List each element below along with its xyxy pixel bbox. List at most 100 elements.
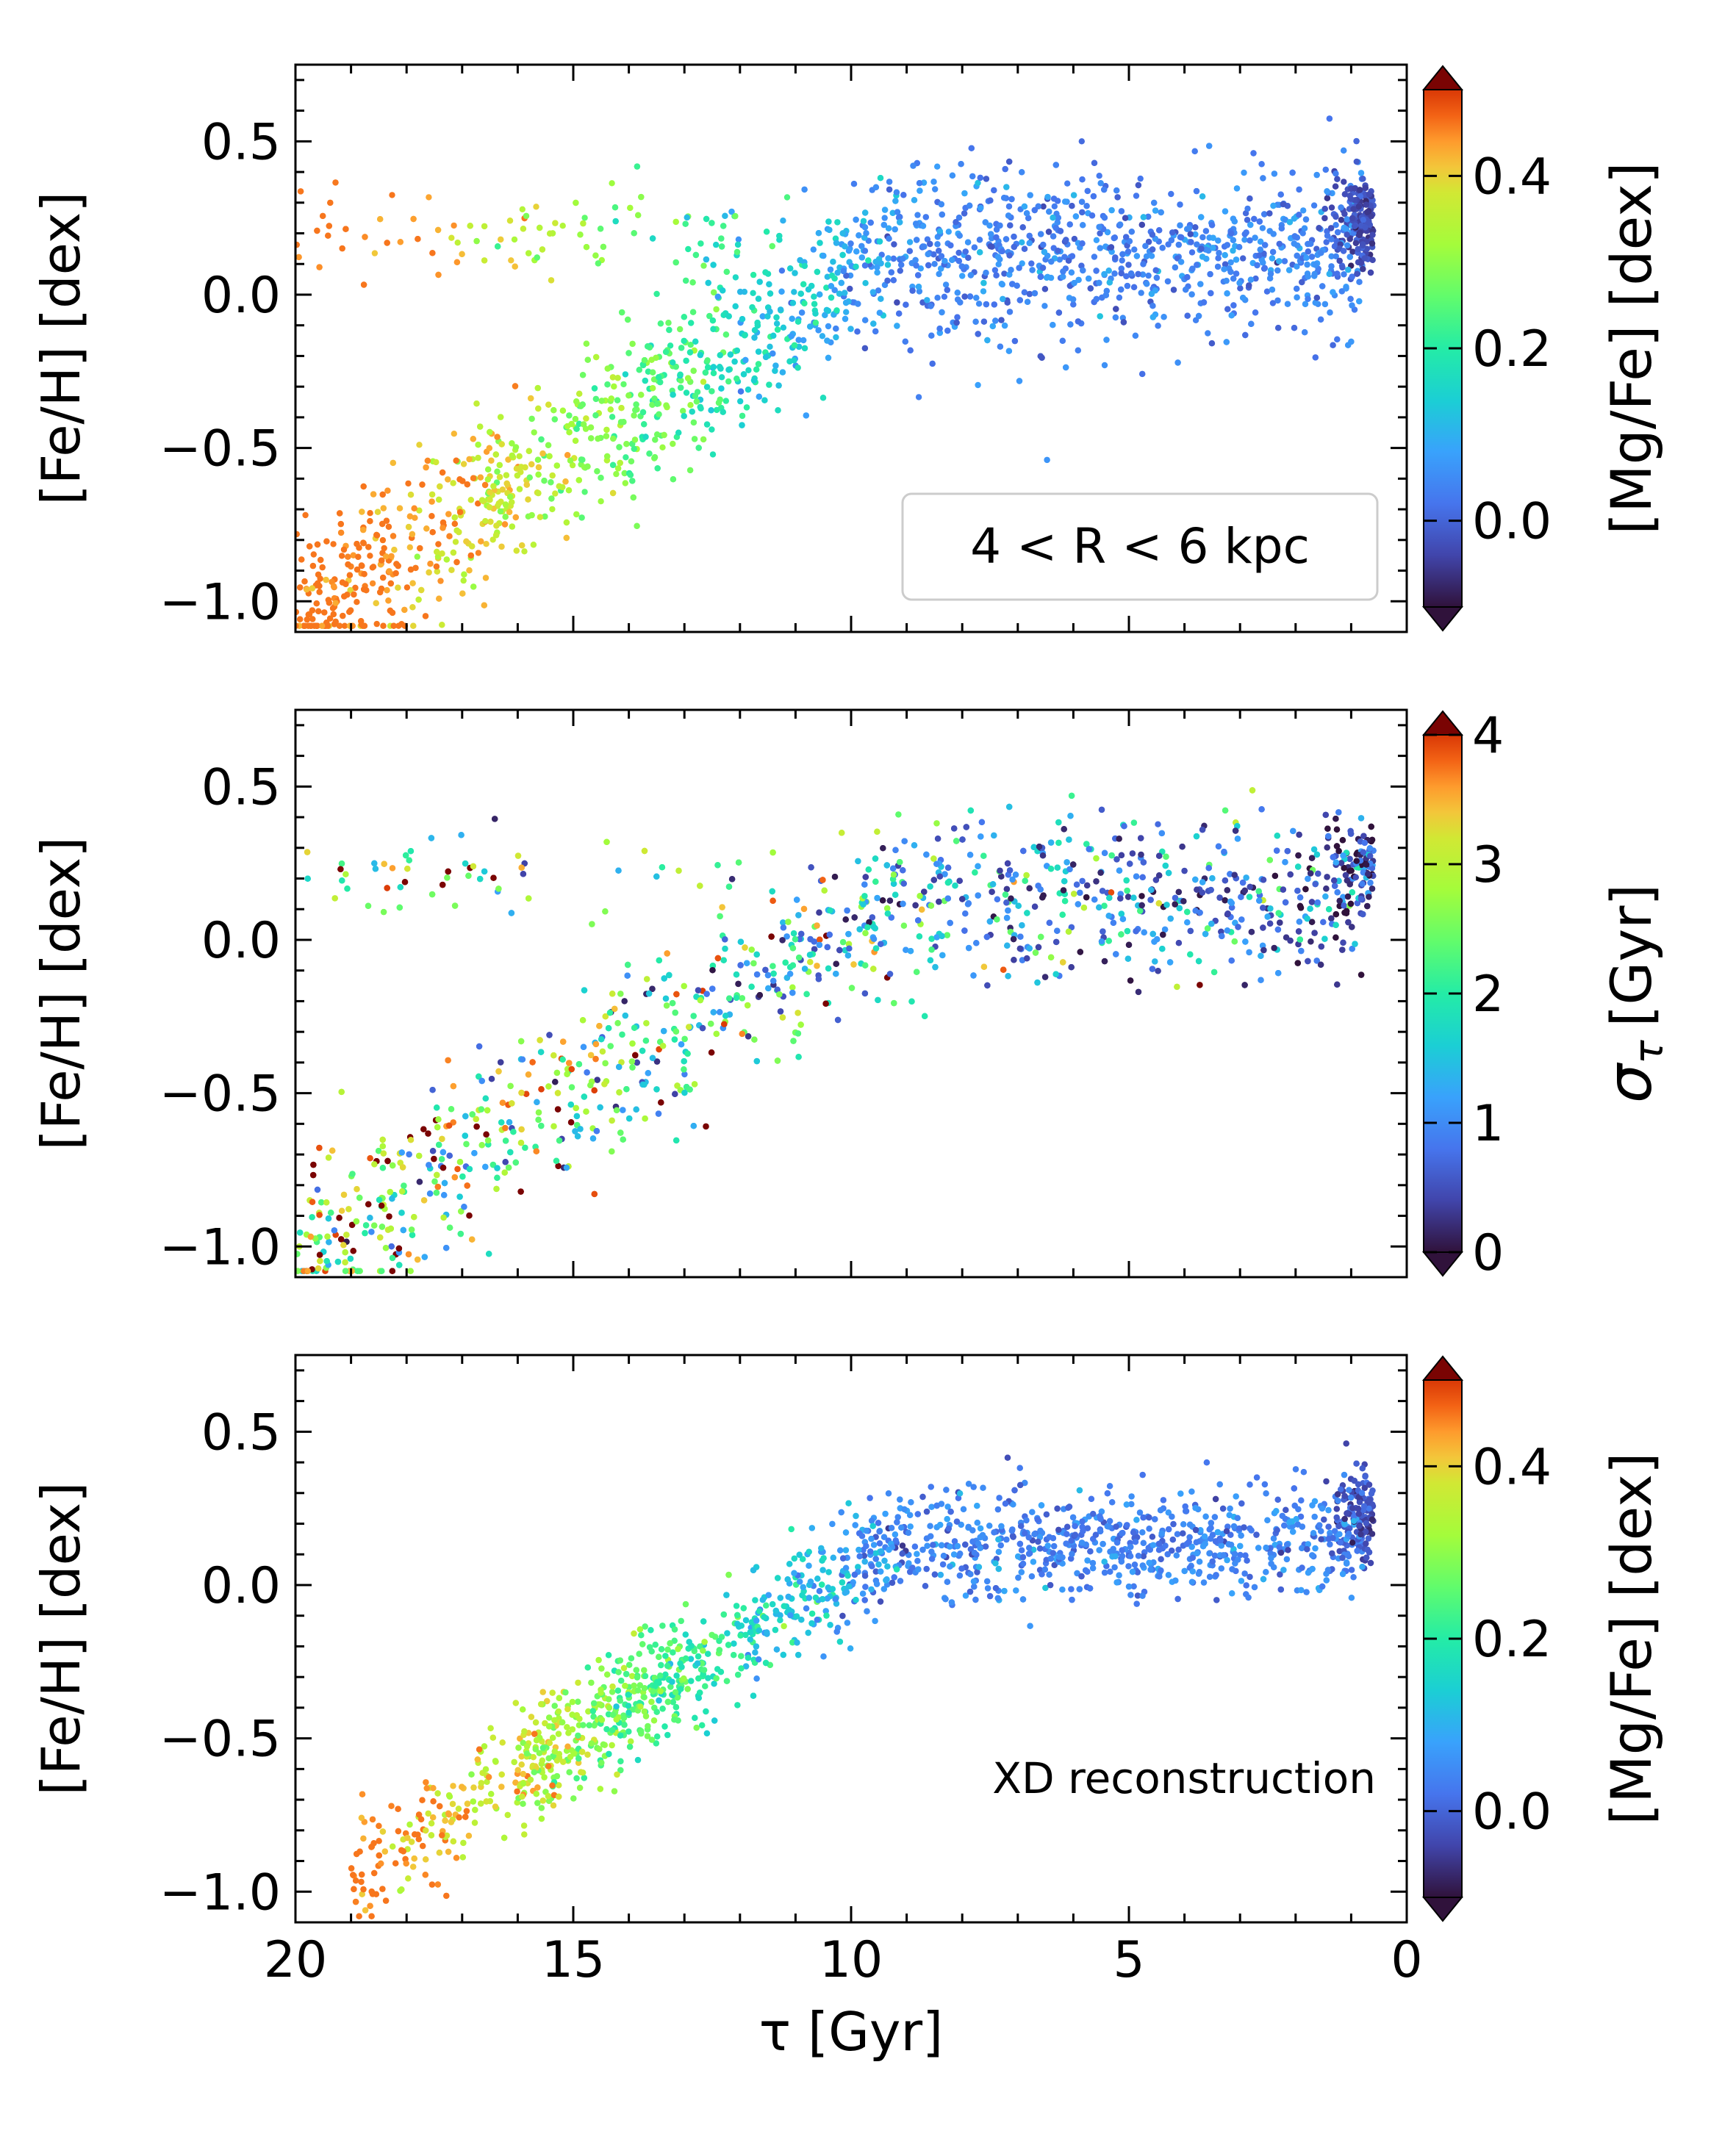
panel-1-point (1119, 251, 1126, 258)
panel-1-point (1112, 254, 1119, 261)
panel-1-point (1086, 275, 1092, 282)
panel-1-point (1313, 295, 1321, 301)
panel-1-point (766, 381, 772, 388)
panel-1-point (709, 220, 715, 226)
panel-1-point (1347, 195, 1355, 202)
panel-1-point (1270, 202, 1277, 209)
panel-1-point (742, 356, 749, 364)
panel-1-point (991, 267, 999, 273)
panel-1-point (297, 584, 304, 591)
panel-1-point (897, 267, 904, 274)
panel-1-point (865, 257, 872, 264)
panel-1-point (1222, 252, 1228, 259)
panel-1-point (843, 309, 850, 315)
panel-1-point (1123, 273, 1130, 280)
panel-1-point (1188, 291, 1195, 298)
panel-1-point (853, 216, 859, 223)
panel-1-point (734, 241, 742, 248)
panel-1-point (1349, 215, 1356, 222)
panel-1-colorbar-extend-top (1421, 65, 1464, 90)
panel-1-point (936, 248, 942, 254)
panel-1-point (1294, 252, 1300, 259)
panel-1-point (737, 388, 745, 395)
panel-1-point (973, 295, 980, 301)
panel-1-point (1024, 298, 1031, 305)
panel-1-point (1145, 213, 1152, 220)
panel-1-colorbar: 0.00.20.4 [Mg/Fe] [dex] (1421, 65, 1664, 632)
panel-1-point (912, 256, 919, 264)
panel-1-point (709, 426, 715, 433)
panel-1-point (337, 529, 345, 536)
panel-1-point (1177, 259, 1185, 265)
panel-1-point (903, 301, 909, 308)
panel-1-point (683, 389, 690, 396)
panel-1-point (478, 538, 484, 545)
panel-1-point (461, 571, 467, 578)
panel-1-point (1261, 265, 1269, 271)
panel-1-point (942, 281, 950, 288)
panel-1-point (1149, 303, 1156, 309)
panel-1-point (1151, 199, 1158, 206)
panel-1-point (811, 293, 817, 300)
panel-1-point (373, 620, 380, 628)
panel-1-point (512, 263, 518, 270)
panel-1-point (1102, 292, 1110, 298)
panel-1-point (1088, 212, 1096, 219)
panel-1-point (327, 199, 334, 206)
panel-1-point (762, 353, 770, 361)
panel-1-point (1191, 148, 1198, 154)
panel-1-point (872, 259, 879, 265)
panel-1-point (1003, 184, 1010, 190)
panel-1-point (406, 544, 413, 550)
panel-1-point (930, 179, 937, 185)
panel-1-point (489, 536, 496, 543)
panel-1-point (1206, 143, 1213, 149)
panel-1-point (894, 299, 900, 306)
panel-1-point (1052, 162, 1060, 168)
panel-1-point (811, 301, 818, 307)
panel-1-point (340, 612, 346, 619)
panel-1-point (1002, 165, 1008, 173)
panel-1-point (638, 392, 645, 398)
panel-1-point (607, 406, 614, 413)
panel-1-point (359, 562, 365, 570)
panel-1-point (928, 332, 935, 339)
panel-1-point (934, 163, 941, 170)
panel-1-point (564, 452, 571, 459)
panel-1-point (609, 461, 617, 468)
panel-1-point (521, 548, 528, 555)
panel-1-point (1021, 289, 1028, 295)
panel-1-point (499, 486, 506, 493)
panel-1-point (778, 288, 785, 295)
panel-1-point (1170, 287, 1177, 293)
panel-1-point (1352, 240, 1360, 246)
panel-1-point (690, 367, 697, 374)
panel-1-point (1123, 234, 1130, 240)
panel-1-point (1308, 240, 1314, 247)
panel-1-point (481, 481, 489, 489)
panel-1-point (1291, 233, 1298, 240)
panel-1-point (710, 262, 717, 268)
panel-1-point (365, 544, 372, 550)
panel-1-point (915, 394, 922, 400)
panel-1-point (1363, 245, 1371, 252)
panel-1-point (603, 426, 610, 434)
panel-1-point (362, 234, 368, 240)
panel-1-point (600, 243, 607, 251)
panel-1-point (1052, 224, 1059, 231)
panel-1-point (482, 575, 489, 581)
panel-1-point (617, 459, 623, 467)
panel-1-point (1001, 195, 1008, 201)
panel-1-point (579, 372, 587, 378)
panel-1-point (535, 471, 542, 478)
panel-1-point (1324, 188, 1330, 195)
panel-1-point (426, 194, 432, 201)
panel-1-point (898, 262, 905, 268)
panel-1-point (384, 487, 391, 494)
panel-1-point (919, 223, 927, 229)
panel-1-point (1005, 348, 1013, 354)
panel-1-point (578, 514, 585, 521)
panel-1-point (1280, 201, 1287, 208)
panel-1-point (652, 436, 659, 443)
panel-1-point (1302, 301, 1309, 307)
